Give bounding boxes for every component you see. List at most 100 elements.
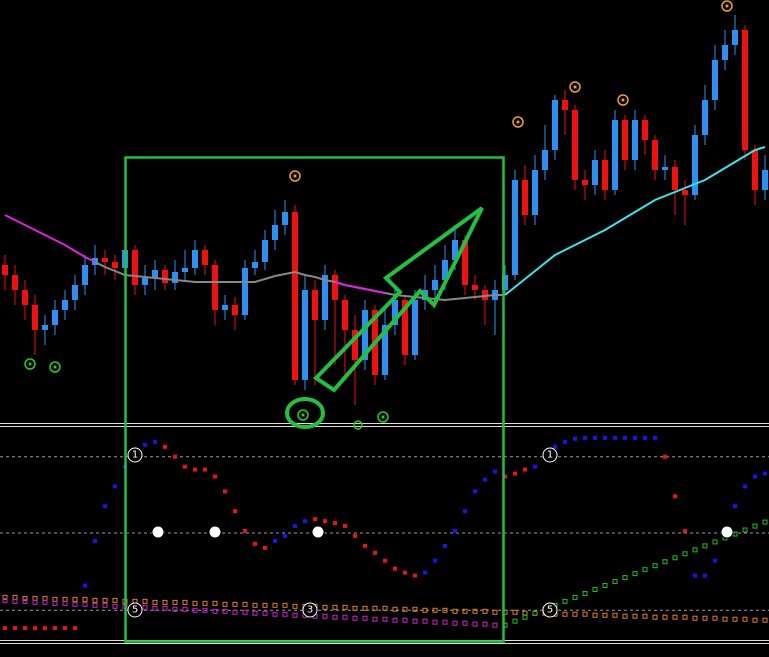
indicator-square [622,575,628,581]
indicator-square [562,598,568,604]
indicator-square [292,612,298,618]
indicator-square [172,606,178,612]
indicator-dot [733,504,737,509]
indicator-dot [413,573,417,578]
indicator-square [682,614,688,620]
indicator-dot [343,524,347,529]
indicator-dot [173,454,177,459]
candle-body [622,120,628,160]
indicator-dot [183,464,187,469]
indicator-dot [743,484,747,489]
indicator-square [222,608,228,614]
indicator-dot [423,570,427,575]
indicator-square [402,606,408,612]
indicator-square [372,605,378,611]
candle-body [602,160,608,190]
indicator-square [622,613,628,619]
moving-average [504,146,766,296]
indicator-dot [683,529,687,534]
indicator-square [702,615,708,621]
indicator-dot [193,467,197,472]
indicator-square [592,612,598,618]
indicator-square [722,616,728,622]
candle-body [172,272,178,283]
indicator-dot [53,626,57,631]
indicator-square [582,611,588,617]
indicator-square [422,618,428,624]
indicator-square [212,608,218,614]
candle-body [542,150,548,170]
candle-body [742,30,748,150]
indicator-dot [533,464,537,469]
indicator-square [232,601,238,607]
indicator-dot [393,566,397,571]
indicator-square [272,611,278,617]
indicator-dot [653,435,657,440]
indicator-dot [363,543,367,548]
candle-body [362,310,368,360]
level-labels: 1 1 5 5 3 [127,447,558,618]
indicator-square [342,604,348,610]
candle-body [332,275,338,300]
indicator-dot [33,626,37,631]
indicator-square [292,603,298,609]
indicator-square [242,601,248,607]
candle-body [302,290,308,380]
indicator-square [62,600,68,606]
indicator-dot [353,533,357,538]
indicator-square [192,600,198,606]
indicator-dot [3,626,7,631]
indicator-square [452,608,458,614]
indicator-dot [443,543,447,548]
indicator-square [652,563,658,569]
indicator-square [512,609,518,615]
candle-body [672,167,678,190]
indicator-dot [403,570,407,575]
indicator-dot [153,439,157,444]
candle-body [192,250,198,268]
candle-body [2,265,8,275]
indicator-dot [703,573,707,578]
candle-body [342,300,348,330]
candle-body [232,305,238,315]
candle-body [752,150,758,190]
indicator-dot [593,435,597,440]
indicator-square [642,567,648,573]
indicator-square [92,602,98,608]
indicator-dot [623,435,627,440]
indicator-square [262,602,268,608]
moving-average [4,214,386,294]
candle-body [82,265,88,285]
indicator-square [52,600,58,606]
indicator-square [532,610,538,616]
candle-body [352,330,358,360]
candle-body [642,120,648,140]
indicator-dot [473,489,477,494]
indicator-square [512,618,518,624]
indicator-square [472,608,478,614]
indicator-square [272,602,278,608]
indicator-square [192,607,198,613]
indicator-square [412,618,418,624]
candle-body [222,305,228,310]
indicator-square [712,539,718,545]
indicator-square [482,621,488,627]
indicator-dot [463,509,467,514]
candle-body [682,190,688,195]
indicator-square [12,598,18,604]
candle-body [72,285,78,300]
indicator-square [252,610,258,616]
indicator-square [262,610,268,616]
indicator-square [742,527,748,533]
indicator-square [282,611,288,617]
indicator-square [632,571,638,577]
indicator-square [92,597,98,603]
candle-body [762,170,768,190]
indicator-dot [563,439,567,444]
indicator-dot [553,444,557,449]
candle-body [262,240,268,262]
candle-body [212,265,218,310]
indicator-dot [83,583,87,588]
candle-body [242,268,248,315]
